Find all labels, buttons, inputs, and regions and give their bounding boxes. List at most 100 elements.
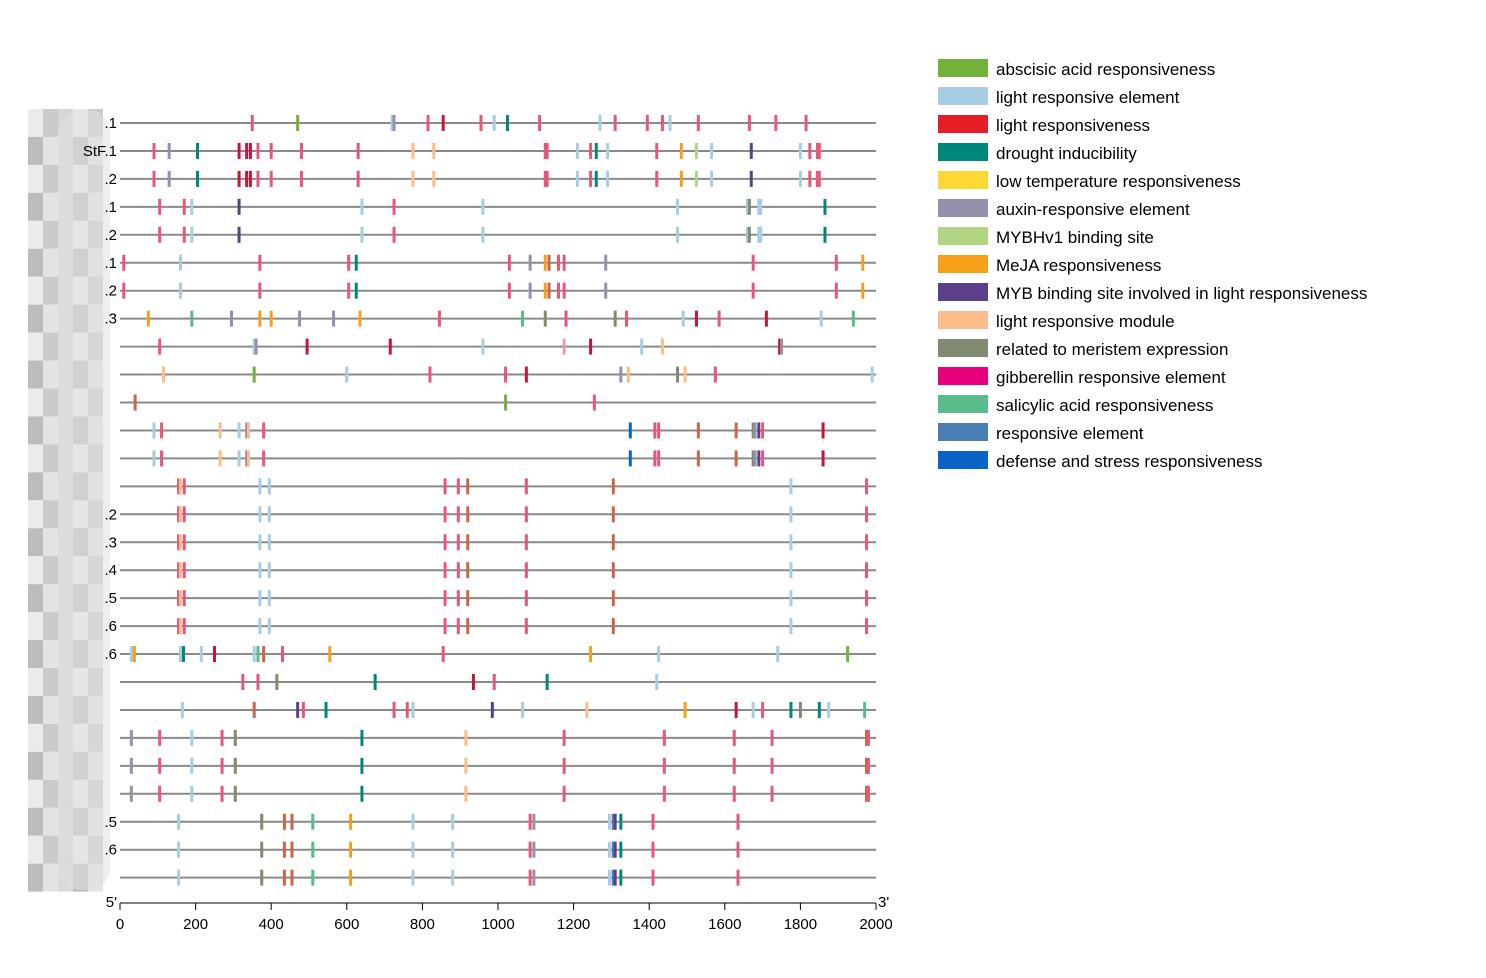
- redacted-label-block: [43, 472, 58, 501]
- x-tick-label: 2000: [859, 916, 892, 933]
- cis-element-mark: [524, 590, 528, 607]
- cis-element-mark: [528, 254, 532, 271]
- cis-element-mark: [282, 813, 286, 830]
- legend-item: gibberellin responsive element: [938, 367, 1226, 387]
- cis-element-mark: [532, 869, 536, 886]
- cis-element-mark: [158, 198, 162, 215]
- cis-element-mark: [562, 282, 566, 299]
- cis-element-mark: [789, 534, 793, 551]
- redacted-label-block: [28, 416, 43, 445]
- cis-element-mark: [237, 226, 241, 243]
- cis-element-mark: [441, 115, 445, 131]
- cis-element-mark: [252, 646, 256, 663]
- cis-element-mark: [252, 366, 256, 383]
- cis-element-mark: [195, 170, 199, 187]
- cis-element-mark: [356, 142, 360, 159]
- sequence-row: .2: [104, 282, 876, 300]
- row-label: .5: [104, 590, 117, 607]
- cis-element-mark: [653, 450, 657, 467]
- cis-element-mark: [182, 478, 186, 495]
- cis-element-mark: [745, 198, 749, 215]
- cis-element-mark: [657, 422, 661, 439]
- legend-swatch: [938, 423, 988, 441]
- row-label: .2: [104, 506, 117, 523]
- sequence-row: [120, 450, 876, 467]
- cis-element-mark: [324, 701, 328, 718]
- cis-element-mark: [177, 590, 181, 607]
- x-tick-label: 200: [183, 916, 208, 933]
- cis-element-mark: [190, 226, 194, 243]
- redacted-label-block: [43, 332, 58, 361]
- cis-element-mark: [360, 226, 364, 243]
- cis-element-mark: [233, 785, 237, 802]
- cis-element-mark: [562, 785, 566, 802]
- cis-element-mark: [177, 562, 181, 579]
- cis-element-mark: [696, 422, 700, 439]
- cis-element-mark: [613, 310, 617, 327]
- cis-element-mark: [456, 562, 460, 579]
- cis-element-mark: [524, 478, 528, 495]
- cis-element-mark: [167, 142, 171, 159]
- cis-element-mark: [466, 506, 470, 523]
- cis-element-mark: [710, 170, 714, 187]
- redacted-label-block: [28, 695, 43, 724]
- cis-element-mark: [846, 646, 850, 663]
- cis-element-mark: [122, 282, 126, 299]
- legend-item: auxin-responsive element: [938, 199, 1190, 219]
- cis-element-mark: [182, 226, 186, 243]
- cis-element-mark: [598, 115, 602, 131]
- cis-element-mark: [258, 310, 262, 327]
- legend-swatch: [938, 87, 988, 105]
- sequence-row: StF.1: [83, 142, 876, 160]
- cis-element-mark: [267, 590, 271, 607]
- cis-element-mark: [178, 478, 182, 495]
- redacted-label-block: [43, 612, 58, 641]
- cis-element-mark: [354, 254, 358, 271]
- cis-element-mark: [256, 142, 260, 159]
- cis-element-mark: [645, 115, 649, 131]
- legend-swatch: [938, 311, 988, 329]
- legend-label: related to meristem expression: [996, 340, 1228, 359]
- cis-element-mark: [199, 646, 203, 663]
- cis-element-mark: [248, 170, 252, 187]
- x-tick-label: 0: [116, 916, 124, 933]
- cis-element-mark: [604, 254, 608, 271]
- sequence-row: .6: [104, 841, 876, 859]
- cis-element-mark: [305, 338, 309, 355]
- cis-element-mark: [129, 729, 133, 746]
- redacted-label-block: [43, 807, 58, 836]
- cis-element-mark: [770, 729, 774, 746]
- cis-element-mark: [129, 757, 133, 774]
- cis-element-mark: [679, 170, 683, 187]
- cis-element-mark: [443, 506, 447, 523]
- cis-element-mark: [749, 142, 753, 159]
- cis-element-mark: [681, 310, 685, 327]
- cis-element-mark: [778, 338, 782, 355]
- cis-element-mark: [158, 226, 162, 243]
- redacted-label-block: [28, 556, 43, 585]
- sequence-row: [120, 785, 876, 802]
- cis-element-mark: [538, 115, 542, 131]
- cis-element-mark: [146, 310, 150, 327]
- legend-label: defense and stress responsiveness: [996, 452, 1263, 471]
- cis-element-mark: [437, 310, 441, 327]
- cis-element-mark: [245, 422, 249, 439]
- cis-element-mark: [466, 534, 470, 551]
- x-tick-label: 1200: [557, 916, 590, 933]
- row-label: .4: [104, 562, 117, 579]
- cis-element-mark: [133, 394, 137, 411]
- cis-element-mark: [589, 338, 593, 355]
- cis-element-mark: [611, 478, 615, 495]
- redacted-label-block: [28, 584, 43, 613]
- cis-element-mark: [543, 142, 547, 159]
- cis-element-mark: [865, 534, 869, 551]
- cis-element-mark: [299, 170, 303, 187]
- legend-item: light responsive element: [938, 87, 1180, 107]
- cis-element-mark: [492, 674, 496, 690]
- cis-element-mark: [660, 115, 664, 131]
- cis-element-mark: [258, 534, 262, 551]
- cis-element-mark: [651, 841, 655, 858]
- cis-element-mark: [798, 701, 802, 718]
- legend-item: light responsiveness: [938, 115, 1150, 135]
- cis-element-mark: [349, 869, 353, 886]
